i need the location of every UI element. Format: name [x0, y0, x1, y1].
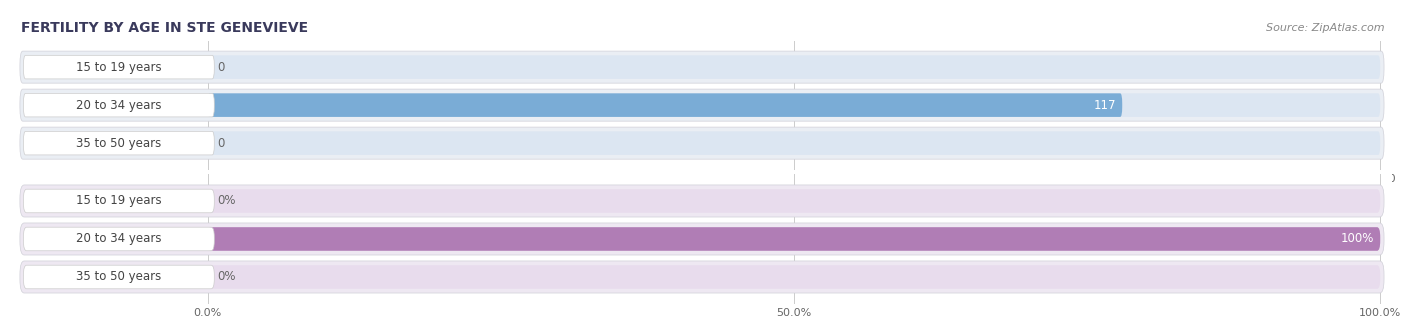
- FancyBboxPatch shape: [24, 227, 214, 251]
- FancyBboxPatch shape: [24, 189, 214, 213]
- FancyBboxPatch shape: [20, 127, 1384, 159]
- Text: 35 to 50 years: 35 to 50 years: [76, 137, 162, 149]
- Text: 15 to 19 years: 15 to 19 years: [76, 194, 162, 208]
- FancyBboxPatch shape: [208, 227, 1381, 251]
- FancyBboxPatch shape: [24, 93, 214, 117]
- FancyBboxPatch shape: [208, 55, 1381, 79]
- Text: 117: 117: [1094, 99, 1116, 112]
- FancyBboxPatch shape: [20, 89, 1384, 121]
- FancyBboxPatch shape: [208, 93, 1122, 117]
- FancyBboxPatch shape: [208, 265, 1381, 289]
- FancyBboxPatch shape: [20, 185, 1384, 217]
- Text: 20 to 34 years: 20 to 34 years: [76, 99, 162, 112]
- Text: FERTILITY BY AGE IN STE GENEVIEVE: FERTILITY BY AGE IN STE GENEVIEVE: [21, 21, 308, 35]
- FancyBboxPatch shape: [208, 131, 1381, 155]
- Text: 100%: 100%: [1341, 233, 1374, 246]
- Text: 20 to 34 years: 20 to 34 years: [76, 233, 162, 246]
- FancyBboxPatch shape: [24, 265, 214, 289]
- Text: 35 to 50 years: 35 to 50 years: [76, 271, 162, 283]
- Text: 0: 0: [217, 61, 225, 74]
- Text: 0: 0: [217, 137, 225, 149]
- FancyBboxPatch shape: [20, 261, 1384, 293]
- Text: Source: ZipAtlas.com: Source: ZipAtlas.com: [1267, 23, 1385, 33]
- Text: 0%: 0%: [217, 194, 235, 208]
- FancyBboxPatch shape: [20, 51, 1384, 83]
- FancyBboxPatch shape: [208, 93, 1381, 117]
- Text: 0%: 0%: [217, 271, 235, 283]
- FancyBboxPatch shape: [24, 55, 214, 79]
- Text: 15 to 19 years: 15 to 19 years: [76, 61, 162, 74]
- FancyBboxPatch shape: [208, 227, 1381, 251]
- FancyBboxPatch shape: [20, 223, 1384, 255]
- FancyBboxPatch shape: [208, 189, 1381, 213]
- FancyBboxPatch shape: [24, 131, 214, 155]
